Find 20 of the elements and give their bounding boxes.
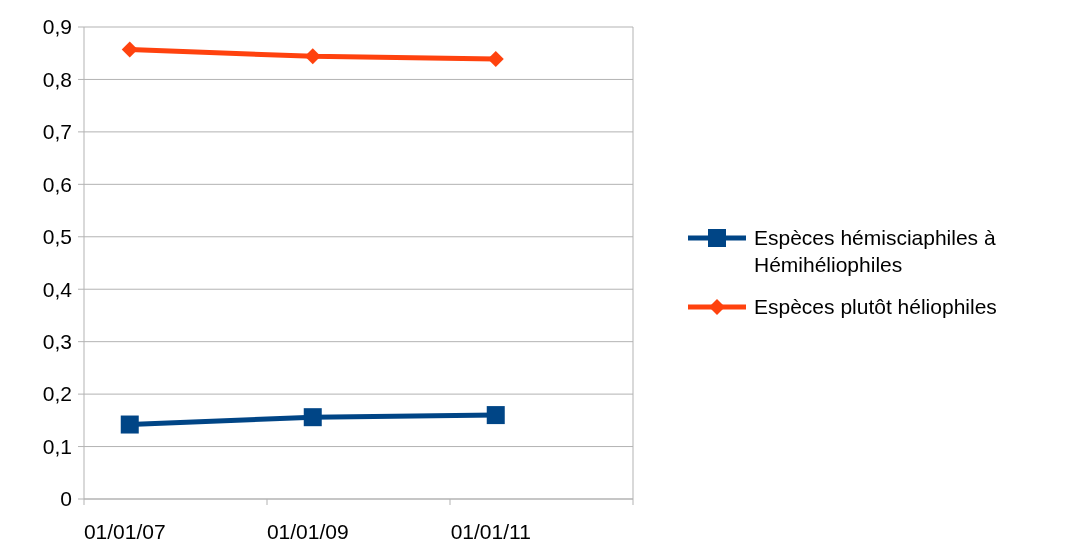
y-tick-label: 0,2: [42, 382, 72, 406]
x-tick-label: 01/01/11: [450, 520, 531, 543]
y-tick-label: 0: [60, 487, 72, 511]
legend-label: Espèces plutôt héliophiles: [754, 295, 997, 318]
y-tick-label: 0,9: [42, 15, 72, 39]
y-tick-label: 0,6: [42, 172, 72, 196]
x-tick-label: 01/01/07: [83, 520, 166, 543]
y-tick-label: 0,8: [42, 67, 72, 91]
y-tick-label: 0,1: [42, 434, 72, 458]
y-tick-label: 0,4: [42, 277, 73, 301]
point: [303, 408, 322, 427]
x-tick-label: 01/01/09: [266, 520, 349, 543]
legend-label: Espèces hémisciaphiles à Hémihéliophiles: [754, 226, 996, 276]
y-tick-label: 0,3: [42, 330, 72, 354]
point: [304, 48, 321, 65]
y-tick-label: 0,5: [42, 225, 72, 249]
y-tick-label: 0,7: [42, 120, 72, 144]
point: [120, 415, 139, 434]
point: [121, 41, 138, 58]
point: [486, 406, 505, 425]
